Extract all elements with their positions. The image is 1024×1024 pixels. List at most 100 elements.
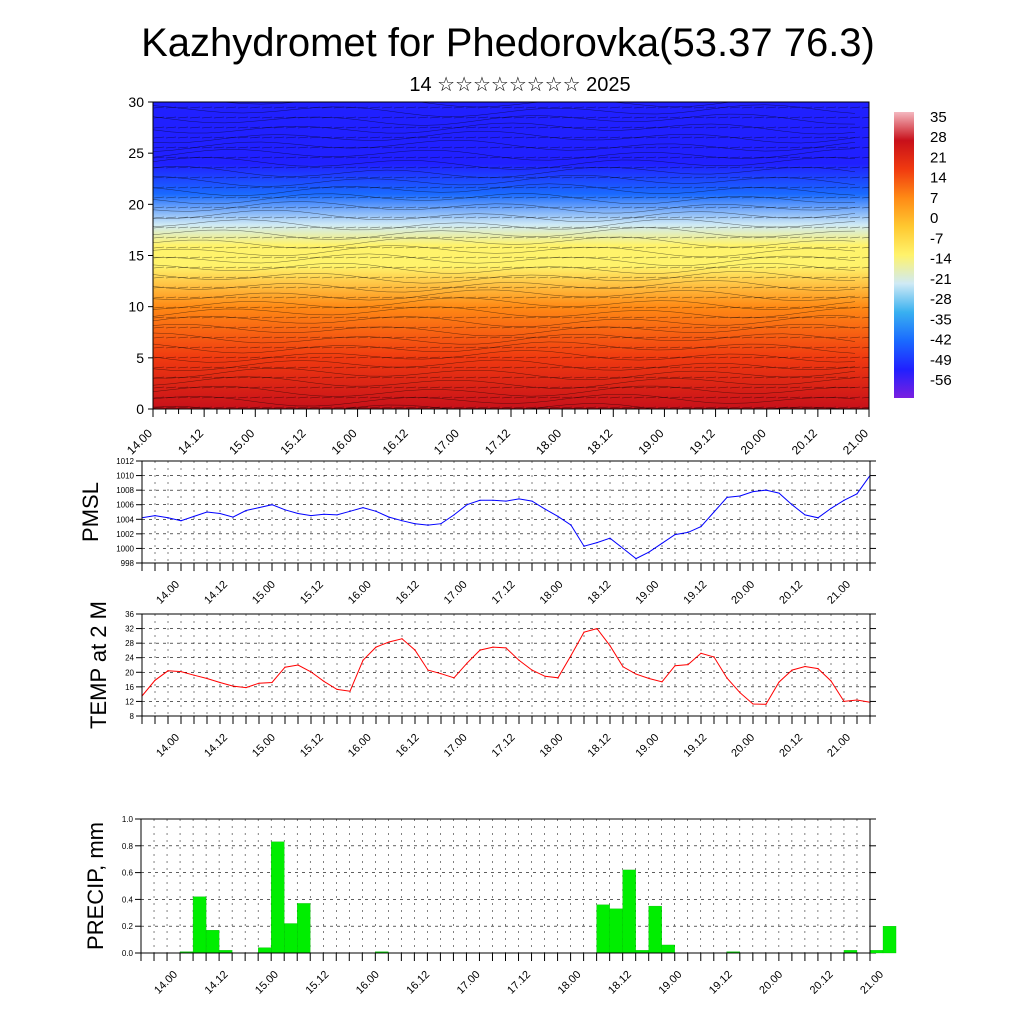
wind-barb xyxy=(561,236,573,239)
wind-barb xyxy=(513,336,525,339)
wind-barb xyxy=(165,186,177,189)
y-tick-label: 20 xyxy=(128,196,144,212)
wind-barb xyxy=(393,166,405,169)
wind-barb xyxy=(693,186,705,189)
wind-barb xyxy=(201,166,213,169)
wind-barb xyxy=(273,196,285,199)
wind-barb xyxy=(777,266,789,269)
wind-barb xyxy=(213,346,225,349)
wind-barb xyxy=(153,326,165,329)
wind-barb xyxy=(549,386,561,389)
wind-barb xyxy=(501,226,513,229)
data-point xyxy=(323,680,325,682)
wind-barb xyxy=(561,356,573,359)
wind-barb xyxy=(525,116,537,119)
wind-barb xyxy=(513,386,525,389)
wind-barb xyxy=(225,266,237,269)
wind-barb xyxy=(837,226,849,229)
wind-barb xyxy=(705,386,717,389)
wind-barb xyxy=(789,336,801,339)
wind-barb xyxy=(333,266,345,269)
wind-barb xyxy=(441,326,453,329)
data-point xyxy=(453,514,455,516)
wind-barb xyxy=(801,406,813,409)
wind-barb xyxy=(549,236,561,239)
wind-barb xyxy=(237,276,249,279)
wind-barb xyxy=(813,306,825,309)
wind-barb xyxy=(285,356,297,359)
wind-barb xyxy=(705,336,717,339)
wind-barb xyxy=(273,216,285,219)
wind-barb xyxy=(729,126,741,129)
wind-barb xyxy=(657,286,669,289)
wind-barb xyxy=(645,156,657,159)
wind-barb xyxy=(633,346,645,349)
wind-barb xyxy=(849,336,861,339)
wind-barb xyxy=(861,186,869,189)
wind-barb xyxy=(813,366,825,369)
wind-barb xyxy=(837,356,849,359)
colorbar-label: -42 xyxy=(930,332,952,349)
data-point xyxy=(713,656,715,658)
wind-barb xyxy=(237,196,249,199)
wind-barb xyxy=(309,236,321,239)
wind-barb xyxy=(669,216,681,219)
wind-barb xyxy=(225,236,237,239)
wind-barb xyxy=(345,176,357,179)
wind-barb xyxy=(405,326,417,329)
wind-barb xyxy=(201,186,213,189)
wind-barb xyxy=(693,136,705,139)
colorbar-label: 28 xyxy=(930,129,947,146)
wind-barb xyxy=(417,276,429,279)
precip-bar xyxy=(869,950,884,954)
wind-barb xyxy=(189,226,201,229)
wind-barb xyxy=(285,336,297,339)
wind-barb xyxy=(789,406,801,409)
colorbar-label: -49 xyxy=(930,352,952,369)
wind-barb xyxy=(501,146,513,149)
wind-barb xyxy=(441,296,453,299)
wind-barb xyxy=(789,196,801,199)
wind-barb xyxy=(861,236,869,239)
wind-barb xyxy=(585,306,597,309)
wind-barb xyxy=(573,176,585,179)
wind-barb xyxy=(273,356,285,359)
wind-barb xyxy=(777,336,789,339)
wind-barb xyxy=(753,126,765,129)
wind-barb xyxy=(825,146,837,149)
wind-barb xyxy=(669,296,681,299)
wind-barb xyxy=(717,156,729,159)
wind-barb xyxy=(693,276,705,279)
wind-barb xyxy=(765,126,777,129)
wind-barb xyxy=(837,246,849,249)
wind-barb xyxy=(801,136,813,139)
wind-barb xyxy=(501,386,513,389)
wind-barb xyxy=(189,196,201,199)
wind-barb xyxy=(585,356,597,359)
wind-barb xyxy=(285,176,297,179)
wind-barb xyxy=(513,196,525,199)
wind-barb xyxy=(177,366,189,369)
wind-barb xyxy=(849,206,861,209)
wind-barb xyxy=(489,186,501,189)
wind-barb xyxy=(345,146,357,149)
wind-barb xyxy=(333,406,345,409)
wind-barb xyxy=(333,176,345,179)
wind-barb xyxy=(201,396,213,399)
wind-barb xyxy=(345,326,357,329)
data-point xyxy=(193,674,195,676)
wind-barb xyxy=(585,206,597,209)
wind-barb xyxy=(741,406,753,409)
wind-barb xyxy=(369,236,381,239)
wind-barb xyxy=(681,316,693,319)
wind-barb xyxy=(345,126,357,129)
wind-barb xyxy=(681,376,693,379)
wind-barb xyxy=(201,226,213,229)
wind-barb xyxy=(645,196,657,199)
streamline xyxy=(153,245,856,258)
wind-barb xyxy=(177,376,189,379)
wind-barb xyxy=(249,336,261,339)
wind-barb xyxy=(861,176,869,179)
data-point xyxy=(206,677,208,680)
